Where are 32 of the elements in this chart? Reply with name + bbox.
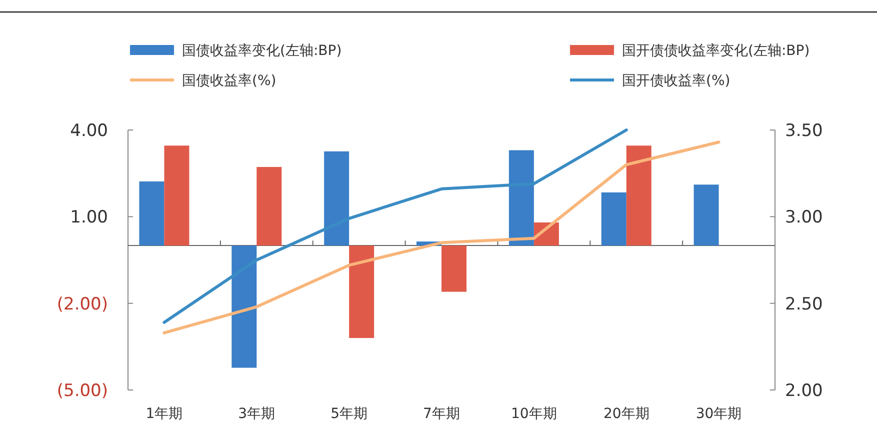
x-tick-label: 1年期 — [146, 406, 183, 422]
line-series — [162, 128, 628, 324]
bar — [508, 150, 534, 246]
bar — [139, 181, 164, 246]
legend-label: 国开债债收益率变化(左轴:BP) — [622, 43, 810, 59]
x-tick-label: 3年期 — [238, 406, 276, 422]
bar — [324, 151, 350, 246]
bar — [164, 146, 190, 246]
bar — [442, 246, 466, 292]
x-tick-label: 10年期 — [511, 406, 557, 422]
bar — [601, 192, 626, 246]
y2-tick-label: 2.00 — [785, 381, 823, 401]
bar — [349, 246, 374, 338]
legend-label: 国开债收益率(%) — [622, 73, 730, 89]
bar — [256, 166, 282, 246]
legend-label: 国债收益率变化(左轴:BP) — [182, 43, 342, 59]
y-tick-label: 1.00 — [70, 208, 108, 228]
bar — [694, 184, 719, 246]
y2-tick-label: 3.00 — [785, 208, 823, 228]
y-tick-label: 4.00 — [70, 121, 108, 141]
y2-tick-label: 2.50 — [785, 294, 823, 314]
x-tick-label: 5年期 — [330, 406, 368, 422]
x-tick-label: 30年期 — [696, 406, 742, 422]
y-tick-label: (5.00) — [56, 381, 108, 401]
y-tick-label: (2.00) — [56, 294, 108, 314]
line-series — [162, 140, 720, 334]
legend-label: 国债收益率(%) — [182, 73, 276, 89]
bar — [626, 146, 652, 246]
y2-tick-label: 3.50 — [785, 121, 823, 141]
bar — [232, 246, 257, 368]
x-tick-label: 20年期 — [603, 406, 650, 422]
x-tick-label: 7年期 — [423, 406, 460, 422]
